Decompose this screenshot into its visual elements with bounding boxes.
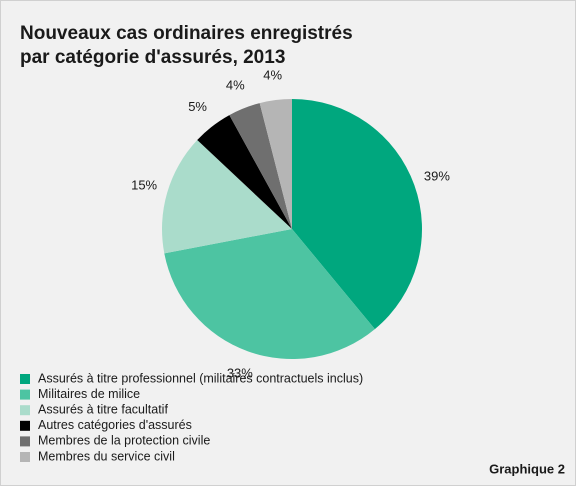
legend-label: Assurés à titre professionnel (militaire… — [38, 371, 363, 385]
data-label: 33% — [227, 365, 253, 380]
data-label: 4% — [226, 77, 245, 92]
pie-slice — [164, 229, 375, 359]
legend-swatch — [20, 405, 30, 416]
legend-label: Autres catégories d'assurés — [38, 418, 192, 432]
legend-label: Assurés à titre facultatif — [38, 402, 168, 416]
data-label: 5% — [188, 99, 207, 114]
legend-swatch — [20, 420, 30, 431]
chart-title: Nouveaux cas ordinaires enregistrés — [20, 23, 353, 44]
pie-slice — [162, 140, 292, 254]
legend-swatch — [20, 436, 30, 447]
pie-slice — [197, 115, 292, 229]
data-label: 39% — [424, 168, 450, 183]
legend-label: Militaires de milice — [38, 387, 140, 401]
pie-slice — [229, 103, 292, 229]
legend-swatch — [20, 374, 30, 384]
data-label: 15% — [131, 177, 157, 192]
chart-title: par catégorie d'assurés, 2013 — [20, 47, 285, 68]
legend-label: Membres de la protection civile — [38, 434, 210, 448]
pie-slice — [259, 99, 292, 229]
data-label: 4% — [263, 68, 282, 83]
annotation: Graphique 2 — [489, 461, 565, 476]
pie-slice — [292, 99, 422, 330]
legend-swatch — [20, 389, 30, 400]
legend-label: Membres du service civil — [38, 449, 175, 463]
legend-swatch — [20, 452, 30, 462]
